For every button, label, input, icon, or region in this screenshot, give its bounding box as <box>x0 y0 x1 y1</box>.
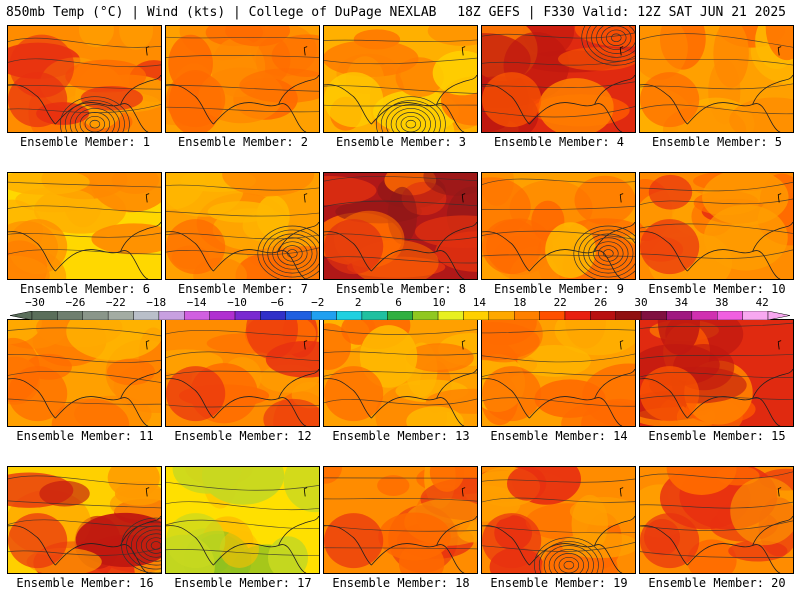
ensemble-member-label: Ensemble Member: 5 <box>651 135 783 149</box>
ensemble-member-label: Ensemble Member: 13 <box>332 429 470 443</box>
colorbar-tick-label: 42 <box>755 296 769 309</box>
ensemble-map-panel <box>7 25 162 133</box>
colorbar-segment <box>437 311 464 320</box>
colorbar-segment <box>590 311 616 320</box>
ensemble-map-panel <box>639 466 794 574</box>
colorbar-segment <box>31 311 58 320</box>
colorbar-segment <box>514 311 540 320</box>
colorbar-min-arrow <box>10 311 33 320</box>
ensemble-member-label: Ensemble Member: 20 <box>648 576 786 590</box>
ensemble-member-label: Ensemble Member: 12 <box>174 429 312 443</box>
ensemble-map-panel <box>323 466 478 574</box>
colorbar-tick-label: −30 <box>25 296 45 309</box>
colorbar-segment <box>310 311 337 320</box>
colorbar-segment <box>412 311 439 320</box>
ensemble-member-label: Ensemble Member: 9 <box>493 282 625 296</box>
colorbar-segment <box>184 311 210 320</box>
ensemble-map-panel <box>481 172 636 280</box>
colorbar-segment <box>640 311 667 320</box>
colorbar-segment <box>209 311 236 320</box>
ensemble-map-panel <box>165 466 320 574</box>
colorbar-tick-label: 34 <box>674 296 689 309</box>
ensemble-map-panel <box>639 172 794 280</box>
ensemble-member-label: Ensemble Member: 3 <box>335 135 467 149</box>
ensemble-member-label: Ensemble Member: 2 <box>177 135 309 149</box>
map-title: 850mb Temp (°C) | Wind (kts) | College o… <box>6 5 437 20</box>
colorbar-segment <box>107 311 134 320</box>
ensemble-member-label: Ensemble Member: 15 <box>648 429 786 443</box>
ensemble-map-panel <box>165 319 320 427</box>
ensemble-member-label: Ensemble Member: 16 <box>16 576 154 590</box>
ensemble-member-label: Ensemble Member: 11 <box>16 429 154 443</box>
colorbar-segment <box>260 311 286 320</box>
colorbar-segment <box>133 311 160 320</box>
colorbar-segment <box>285 311 312 320</box>
colorbar-tick-label: −6 <box>270 296 285 309</box>
ensemble-map-panel <box>7 172 162 280</box>
ensemble-map-panel <box>323 25 478 133</box>
ensemble-member-label: Ensemble Member: 17 <box>174 576 312 590</box>
colorbar-segment <box>717 311 743 320</box>
colorbar-segment <box>234 311 261 320</box>
colorbar-tick-label: 14 <box>472 296 487 309</box>
colorbar-tick-label: −10 <box>227 296 247 309</box>
ensemble-map-panel <box>481 25 636 133</box>
colorbar-segment <box>361 311 388 320</box>
ensemble-map-panel <box>639 25 794 133</box>
ensemble-member-label: Ensemble Member: 1 <box>19 135 151 149</box>
colorbar-segment <box>615 311 642 320</box>
colorbar-tick-label: 6 <box>395 296 402 309</box>
ensemble-member-label: Ensemble Member: 7 <box>177 282 309 296</box>
colorbar-tick-label: −18 <box>146 296 167 309</box>
ensemble-map-panel <box>323 319 478 427</box>
model-valid-time: 18Z GEFS | F330 Valid: 12Z SAT JUN 21 20… <box>457 5 786 20</box>
colorbar-tick-label: 38 <box>715 296 729 309</box>
colorbar-tick-label: −26 <box>65 296 86 309</box>
ensemble-map-panel <box>165 25 320 133</box>
colorbar-max-arrow <box>767 311 790 320</box>
colorbar-segment <box>564 311 591 320</box>
ensemble-map-panel <box>7 319 162 427</box>
colorbar-tick-label: 10 <box>432 296 446 309</box>
colorbar-segment <box>463 311 490 320</box>
ensemble-map-panel <box>7 466 162 574</box>
colorbar-segment <box>82 311 109 320</box>
colorbar-segment <box>387 311 413 320</box>
colorbar-segment <box>336 311 363 320</box>
ensemble-map-panel <box>165 172 320 280</box>
colorbar-tick-label: 26 <box>593 296 608 309</box>
colorbar-segment <box>158 311 185 320</box>
colorbar-tick-label: 30 <box>634 296 648 309</box>
colorbar-tick-label: 2 <box>354 296 362 309</box>
colorbar-segment <box>742 311 769 320</box>
colorbar-segment <box>57 311 83 320</box>
ensemble-map-panel <box>639 319 794 427</box>
colorbar-segment <box>666 311 693 320</box>
colorbar-segment <box>691 311 718 320</box>
ensemble-map-panel <box>481 466 636 574</box>
colorbar-segment <box>539 311 566 320</box>
ensemble-member-label: Ensemble Member: 8 <box>335 282 467 296</box>
colorbar-tick-label: −2 <box>311 296 325 309</box>
colorbar-tick-label: 18 <box>513 296 527 309</box>
ensemble-map-panel <box>481 319 636 427</box>
ensemble-map-panel <box>323 172 478 280</box>
temperature-colorbar <box>10 311 790 320</box>
colorbar-tick-label: −14 <box>186 296 207 309</box>
colorbar-tick-label: 22 <box>553 296 567 309</box>
ensemble-member-label: Ensemble Member: 19 <box>490 576 628 590</box>
ensemble-member-label: Ensemble Member: 6 <box>19 282 151 296</box>
colorbar-segment <box>488 311 515 320</box>
ensemble-member-label: Ensemble Member: 4 <box>493 135 625 149</box>
ensemble-member-label: Ensemble Member: 18 <box>332 576 470 590</box>
ensemble-member-label: Ensemble Member: 10 <box>648 282 786 296</box>
ensemble-member-label: Ensemble Member: 14 <box>490 429 628 443</box>
colorbar-tick-label: −22 <box>105 296 126 309</box>
